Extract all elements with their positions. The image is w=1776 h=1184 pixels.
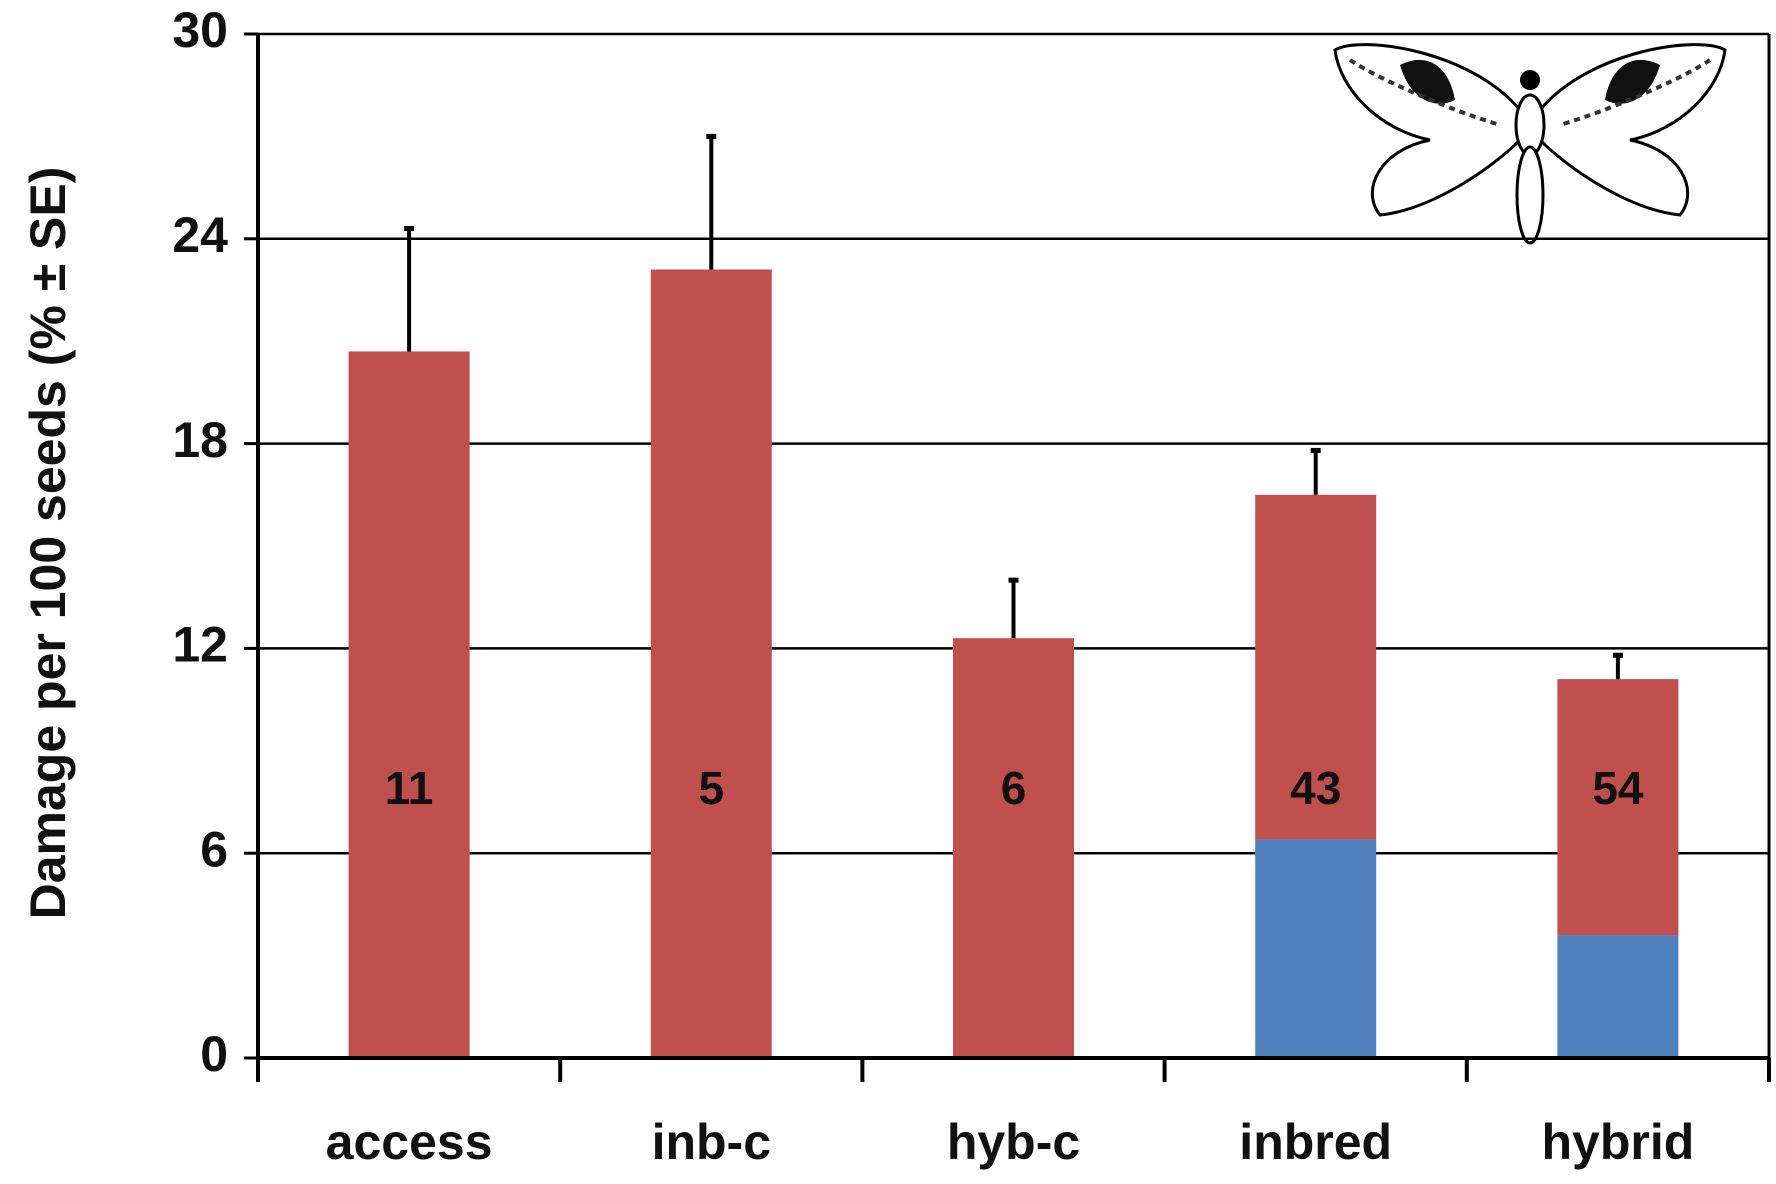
bar-segment [651,270,772,1058]
bar-label: 11 [385,762,434,814]
y-axis-label: Damage per 100 seeds (% ± SE) [20,167,76,920]
y-tick-label: 0 [200,1026,228,1082]
x-tick-label: inb-c [652,1114,771,1170]
bar-label: 6 [1001,762,1027,814]
page: {"chart_data": {"type": "stacked_bar", "… [0,0,1776,1184]
x-tick-label: hybrid [1542,1114,1695,1170]
moth-illustration [1335,45,1725,243]
y-tick-label: 24 [172,207,228,263]
bar-segment [1255,840,1376,1058]
x-tick-label: access [326,1114,493,1170]
y-tick-label: 6 [200,821,228,877]
bar-segment [1557,935,1678,1058]
chart: Damage per 100 seeds (% ± SE) 0 6 12 18 24 30… [0,0,1776,1184]
x-tick-label: hyb-c [947,1114,1080,1170]
y-tick-label: 30 [172,2,228,58]
bar-label: 54 [1592,762,1644,814]
bar-segment [349,351,470,1058]
bar-label: 43 [1290,762,1341,814]
y-tick-label: 12 [172,617,228,673]
bar-segment [953,638,1074,1058]
bar-label: 5 [699,762,725,814]
y-tick-label: 18 [172,412,228,468]
x-tick-label: inbred [1239,1114,1392,1170]
